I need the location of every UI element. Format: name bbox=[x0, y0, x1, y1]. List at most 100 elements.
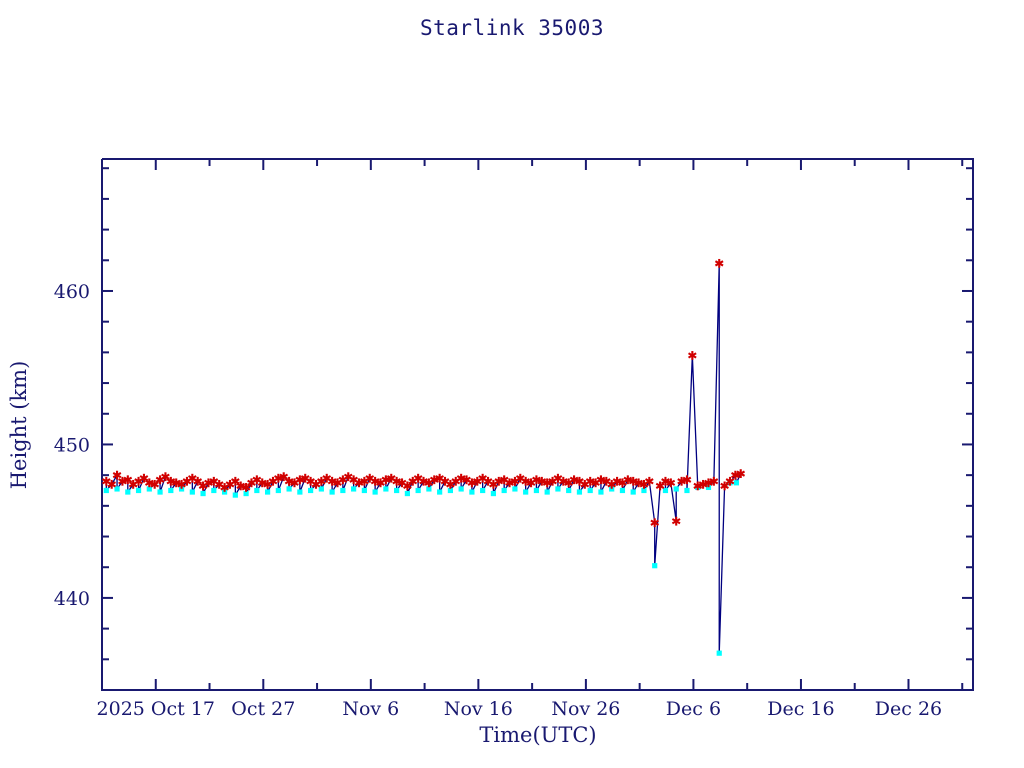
apogee-marker bbox=[688, 351, 697, 360]
apogee-marker bbox=[429, 475, 439, 485]
apogee-markers bbox=[101, 258, 746, 528]
apogee-marker bbox=[725, 476, 735, 486]
apogee-marker bbox=[456, 473, 466, 483]
apogee-marker bbox=[704, 478, 713, 488]
perigee-marker bbox=[684, 487, 690, 494]
apogee-marker bbox=[241, 483, 251, 492]
apogee-marker bbox=[279, 472, 289, 482]
apogee-marker bbox=[101, 476, 111, 486]
x-tick-label: 2025 Oct 17 bbox=[97, 698, 215, 720]
x-tick-label: Nov 6 bbox=[342, 698, 399, 720]
apogee-marker bbox=[123, 475, 133, 485]
x-tick-labels: 2025 Oct 17 Oct 27 Nov 6 Nov 16 Nov 26 Dec 6 D… bbox=[97, 698, 943, 720]
apogee-marker bbox=[403, 481, 412, 491]
chart-title: Starlink 35003 bbox=[419, 16, 604, 40]
perigee-marker bbox=[501, 487, 507, 494]
apogee-marker bbox=[161, 472, 170, 482]
x-tick-label: Dec 26 bbox=[875, 698, 942, 720]
perigee-marker bbox=[458, 486, 464, 492]
perigee-marker bbox=[383, 486, 389, 492]
x-tick-label: Oct 27 bbox=[231, 698, 295, 720]
perigee-marker bbox=[340, 487, 346, 494]
perigee-marker bbox=[512, 486, 518, 492]
perigee-marker bbox=[286, 486, 292, 492]
apogee-marker bbox=[150, 479, 160, 489]
apogee-marker bbox=[236, 481, 246, 491]
perigee-marker bbox=[480, 487, 486, 494]
apogee-marker bbox=[736, 469, 746, 479]
apogee-marker bbox=[553, 473, 563, 483]
perigee-marker bbox=[404, 490, 410, 497]
y-axis-ticks bbox=[102, 167, 973, 691]
apogee-marker bbox=[596, 475, 606, 485]
perigee-marker bbox=[264, 489, 271, 495]
apogee-marker bbox=[349, 475, 358, 485]
perigee-marker bbox=[469, 489, 475, 495]
perigee-marker bbox=[308, 487, 314, 494]
apogee-marker bbox=[478, 473, 487, 483]
apogee-marker bbox=[354, 478, 364, 488]
perigee-marker bbox=[275, 487, 281, 494]
apogee-marker bbox=[112, 470, 122, 480]
x-axis-title: Time(UTC) bbox=[479, 723, 596, 747]
apogee-marker bbox=[252, 475, 262, 485]
y-tick-labels: 440 450 460 bbox=[54, 281, 90, 610]
apogee-marker bbox=[187, 473, 197, 483]
apogee-marker bbox=[677, 476, 686, 486]
perigee-marker bbox=[114, 486, 120, 492]
perigee-marker bbox=[168, 487, 174, 494]
perigee-marker bbox=[103, 487, 109, 494]
apogee-marker bbox=[532, 475, 541, 485]
perigee-marker bbox=[254, 487, 260, 494]
perigee-marker bbox=[426, 486, 432, 492]
perigee-marker bbox=[587, 487, 593, 494]
perigee-marker bbox=[716, 650, 722, 656]
apogee-marker bbox=[483, 476, 493, 486]
apogee-marker bbox=[295, 475, 305, 485]
apogee-marker bbox=[413, 473, 423, 483]
perigee-marker bbox=[125, 489, 131, 495]
perigee-marker bbox=[211, 487, 217, 494]
perigee-marker bbox=[566, 487, 572, 494]
apogee-marker bbox=[118, 476, 127, 486]
perigee-marker bbox=[555, 486, 561, 492]
apogee-marker bbox=[274, 473, 283, 483]
perigee-marker bbox=[630, 489, 636, 495]
apogee-marker bbox=[257, 478, 267, 488]
apogee-marker bbox=[494, 476, 504, 486]
apogee-marker bbox=[558, 476, 568, 486]
perigee-marker bbox=[609, 486, 615, 492]
apogee-marker bbox=[537, 476, 547, 486]
apogee-marker bbox=[327, 476, 337, 486]
apogee-marker bbox=[139, 473, 149, 483]
apogee-marker bbox=[381, 475, 391, 485]
perigee-marker bbox=[394, 487, 400, 494]
y-axis-title: Height (km) bbox=[7, 361, 31, 490]
x-tick-label: Dec 6 bbox=[666, 698, 721, 720]
apogee-marker bbox=[714, 258, 724, 268]
apogee-marker bbox=[521, 476, 531, 486]
x-axis-ticks bbox=[101, 159, 964, 690]
apogee-marker bbox=[193, 476, 203, 486]
plot-frame bbox=[101, 158, 974, 691]
perigee-marker bbox=[221, 489, 228, 495]
x-tick-label: Dec 16 bbox=[767, 698, 834, 720]
apogee-marker bbox=[666, 478, 676, 488]
perigee-marker bbox=[232, 492, 238, 498]
perigee-marker bbox=[437, 489, 443, 495]
apogee-marker bbox=[467, 478, 477, 488]
perigee-marker bbox=[523, 489, 529, 495]
apogee-marker bbox=[720, 481, 729, 491]
apogee-marker bbox=[515, 473, 525, 483]
y-tick-label: 440 bbox=[54, 588, 90, 610]
perigee-marker bbox=[200, 490, 206, 497]
perigee-marker bbox=[576, 489, 583, 495]
y-tick-label: 460 bbox=[54, 281, 90, 303]
apogee-marker bbox=[655, 481, 665, 491]
apogee-marker bbox=[284, 476, 294, 486]
apogee-marker bbox=[451, 476, 461, 486]
apogee-marker bbox=[322, 473, 332, 483]
perigee-marker bbox=[372, 489, 378, 495]
perigee-marker bbox=[351, 486, 357, 492]
